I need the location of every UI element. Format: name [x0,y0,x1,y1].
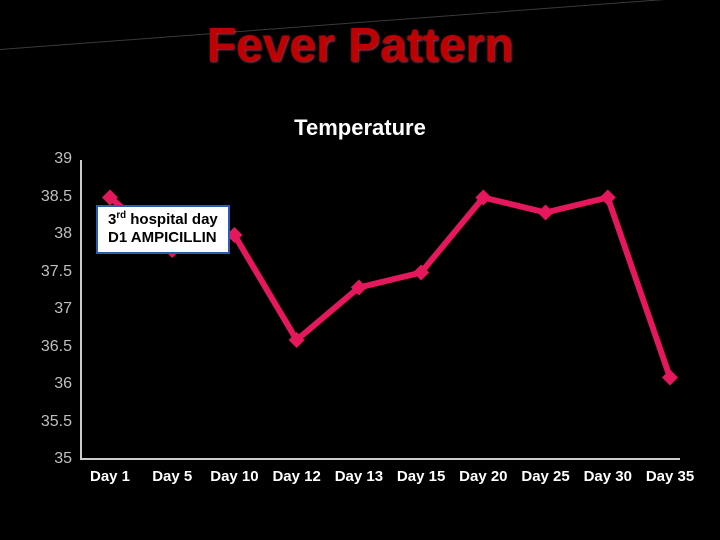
chart-title: Temperature [0,115,720,141]
x-tick-label: Day 12 [272,468,320,485]
y-tick-label: 39 [22,150,72,168]
x-tick-label: Day 1 [90,468,130,485]
annotation-line1: 3rd hospital day [108,211,218,228]
temperature-chart: 3rd hospital day D1 AMPICILLIN 3535.5363… [80,160,680,460]
x-tick-label: Day 20 [459,468,507,485]
y-tick-label: 36.5 [22,338,72,356]
y-tick-label: 38 [22,225,72,243]
x-tick-label: Day 13 [335,468,383,485]
x-tick-label: Day 15 [397,468,445,485]
y-tick-label: 38.5 [22,188,72,206]
y-tick-label: 37.5 [22,263,72,281]
y-tick-label: 35 [22,450,72,468]
y-tick-label: 37 [22,300,72,318]
slide: { "slide": { "title": "Fever Pattern", "… [0,0,720,540]
annotation-line2: D1 AMPICILLIN [108,229,218,247]
y-tick-label: 36 [22,375,72,393]
data-marker [600,190,616,206]
data-marker [538,205,554,221]
x-tick-label: Day 10 [210,468,258,485]
x-tick-label: Day 25 [521,468,569,485]
y-tick-label: 35.5 [22,413,72,431]
slide-title: Fever Pattern [0,18,720,73]
x-tick-label: Day 35 [646,468,694,485]
x-tick-label: Day 30 [584,468,632,485]
data-marker [662,370,678,386]
x-tick-label: Day 5 [152,468,192,485]
annotation-box: 3rd hospital day D1 AMPICILLIN [96,205,230,254]
